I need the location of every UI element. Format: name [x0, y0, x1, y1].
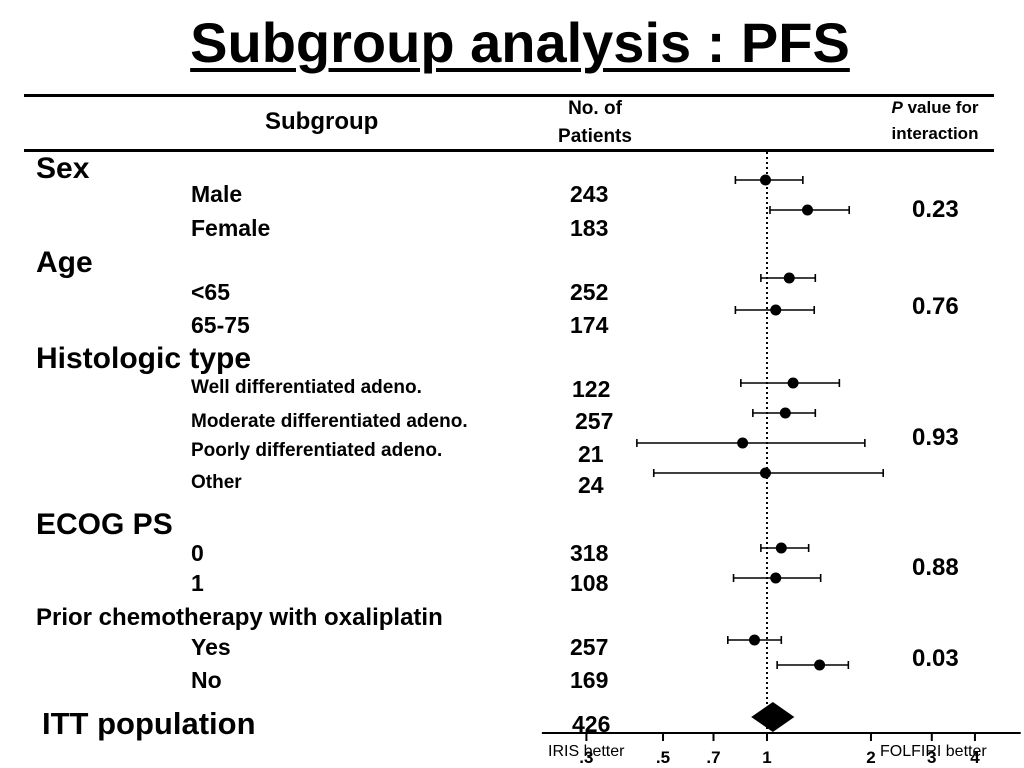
patients-poorly-differentiated: 21 [578, 441, 604, 467]
hazard-ratio-point [770, 572, 782, 584]
patients-ecog-1: 108 [570, 570, 609, 596]
hazard-ratio-point [748, 634, 760, 646]
category-sex: Sex [36, 152, 90, 185]
patients-other: 24 [578, 472, 604, 498]
hazard-ratio-point [737, 437, 749, 449]
hazard-ratio-point [775, 542, 787, 554]
itt-population-label: ITT population [42, 706, 256, 741]
header-top-rule [24, 94, 994, 97]
patients-oxaliplatin-yes: 257 [570, 634, 609, 660]
axis-left-label: IRIS better [548, 743, 625, 760]
subgroup-ecog-0: 0 [191, 540, 204, 566]
subgroup-female: Female [191, 215, 271, 241]
category-prior-oxaliplatin: Prior chemotherapy with oxaliplatin [36, 604, 443, 631]
overall-diamond [751, 702, 795, 732]
patients-female: 183 [570, 215, 609, 241]
hazard-ratio-point [759, 467, 771, 479]
page-title: Subgroup analysis : PFS [190, 11, 850, 74]
x-axis-tick-label: .5 [656, 748, 670, 767]
header-patients-line2: Patients [558, 126, 632, 147]
subgroup-age-65-75: 65-75 [191, 312, 250, 338]
header-p-value-line1: P value for [868, 98, 1002, 118]
patients-well-differentiated: 122 [572, 376, 611, 402]
hazard-ratio-point [759, 174, 771, 186]
patients-ecog-0: 318 [570, 540, 609, 566]
patients-moderate-differentiated: 257 [575, 408, 614, 434]
x-axis-tick-label: .3 [579, 748, 593, 767]
patients-male: 243 [570, 181, 609, 207]
x-axis-tick-label: 2 [866, 748, 875, 767]
x-axis-tick-label: .7 [706, 748, 720, 767]
hazard-ratio-point [787, 377, 799, 389]
p-value-histologic-type: 0.93 [912, 424, 959, 451]
p-value-prior-oxaliplatin: 0.03 [912, 645, 959, 672]
subgroup-ecog-1: 1 [191, 570, 204, 596]
category-histologic-type: Histologic type [36, 342, 252, 375]
header-p-value-line2: interaction [891, 124, 979, 143]
subgroup-age-under-65: <65 [191, 279, 231, 305]
subgroup-well-differentiated: Well differentiated adeno. [191, 377, 422, 398]
header-bottom-rule [24, 149, 994, 152]
subgroup-poorly-differentiated: Poorly differentiated adeno. [191, 440, 443, 461]
hazard-ratio-point [802, 204, 814, 216]
patients-age-under-65: 252 [570, 279, 609, 305]
header-patients-line1: No. of [568, 98, 622, 119]
category-ecog-ps: ECOG PS [36, 508, 173, 541]
patients-age-65-75: 174 [570, 312, 609, 338]
subgroup-male: Male [191, 181, 243, 207]
header-subgroup: Subgroup [265, 108, 379, 135]
axis-right-label: FOLFIRI better [880, 743, 987, 760]
subgroup-moderate-differentiated: Moderate differentiated adeno. [191, 411, 468, 432]
p-value-sex: 0.23 [912, 196, 959, 223]
p-value-ecog-ps: 0.88 [912, 554, 959, 581]
hazard-ratio-point [779, 407, 791, 419]
p-value-age: 0.76 [912, 293, 959, 320]
header-p-text: value for [902, 98, 979, 117]
x-axis-tick-label: 3 [927, 748, 936, 767]
x-axis-tick-label: 4 [970, 748, 980, 767]
hazard-ratio-point [814, 659, 826, 671]
subgroup-oxaliplatin-no: No [191, 667, 222, 693]
patients-oxaliplatin-no: 169 [570, 667, 609, 693]
subgroup-oxaliplatin-yes: Yes [191, 634, 231, 660]
category-age: Age [36, 246, 93, 279]
header-p-letter: P [891, 98, 903, 117]
hazard-ratio-point [783, 272, 795, 284]
subgroup-other: Other [191, 472, 242, 493]
hazard-ratio-point [770, 304, 782, 316]
x-axis-tick-label: 1 [762, 748, 771, 767]
